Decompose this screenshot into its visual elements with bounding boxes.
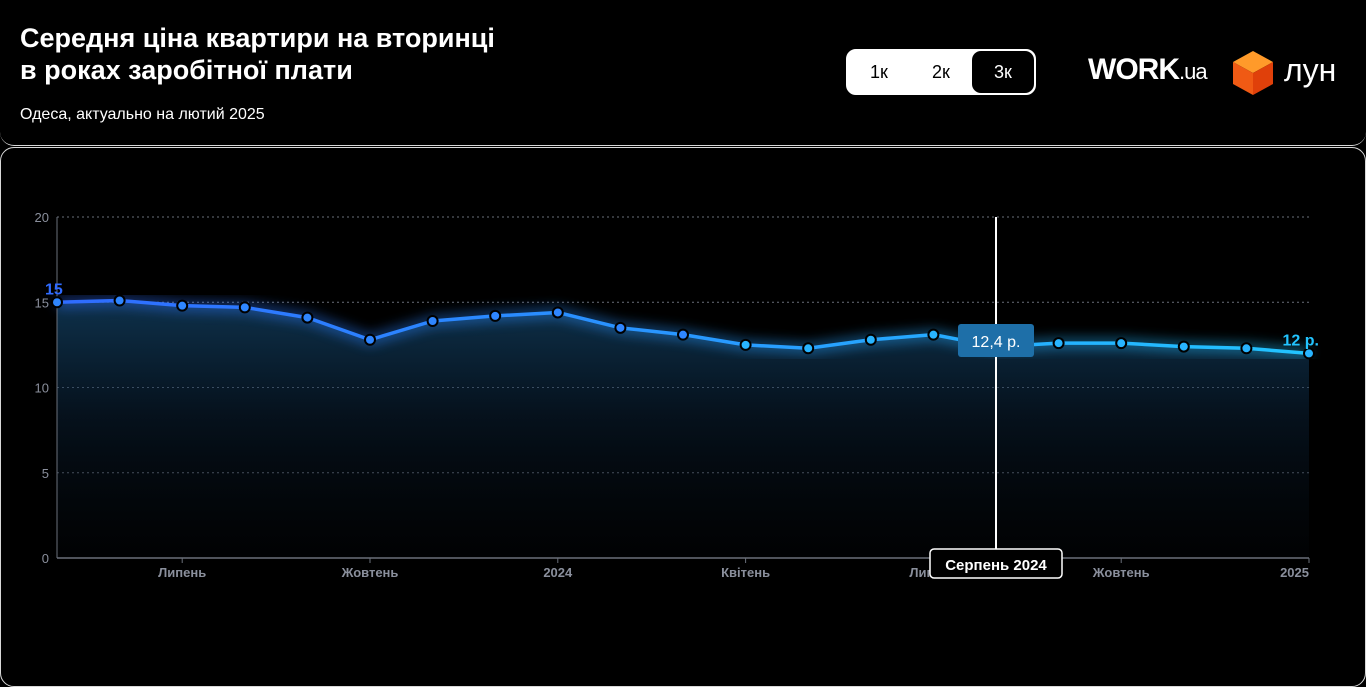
y-tick-label: 15 — [35, 295, 49, 310]
data-point — [614, 321, 627, 334]
tooltip-date: Серпень 2024 — [945, 557, 1047, 574]
header: Середня ціна квартири на вторинці в роках… — [0, 0, 1366, 146]
title-line-2: в роках заробітної плати — [20, 55, 353, 85]
work-ua-logo[interactable]: WORK.ua — [1088, 53, 1208, 87]
data-point — [1177, 340, 1190, 353]
data-point — [1240, 342, 1253, 355]
data-point — [426, 315, 439, 328]
tooltip-date-box — [929, 548, 1063, 579]
toggle-1k[interactable]: 1к — [870, 61, 888, 82]
x-tick-label: 2024 — [543, 565, 573, 580]
data-point — [1303, 347, 1315, 360]
title-line-1: Середня ціна квартири на вторинці — [20, 23, 495, 53]
work-logo-suffix: .ua — [1178, 59, 1208, 84]
data-point — [51, 296, 63, 309]
tooltip-value: 12,4 р. — [972, 334, 1021, 351]
x-tick-label: 2025 — [1280, 565, 1309, 580]
data-point — [1052, 337, 1065, 350]
x-tick-label: Жовтень — [1092, 565, 1150, 580]
lun-logo[interactable]: ЛУН — [1284, 52, 1337, 88]
x-tick-label: Жовтень — [341, 565, 399, 580]
page-title: Середня ціна квартири на вторинці в роках… — [20, 22, 495, 86]
data-point — [677, 328, 689, 341]
y-tick-label: 5 — [42, 466, 49, 481]
data-point — [364, 333, 376, 346]
data-point — [551, 306, 564, 319]
toggle-2k[interactable]: 2к — [932, 61, 950, 82]
data-point — [864, 333, 877, 346]
subtitle: Одеса, актуально на лютий 2025 — [20, 106, 265, 123]
y-tick-label: 20 — [35, 210, 49, 225]
data-point — [739, 338, 752, 351]
y-tick-label: 0 — [42, 551, 49, 566]
toggle-3k[interactable]: 3к — [972, 51, 1034, 93]
tooltip-box — [958, 324, 1034, 357]
data-point — [927, 328, 940, 341]
data-point — [176, 299, 189, 312]
lun-cube-icon — [1233, 51, 1273, 95]
data-point — [301, 311, 314, 324]
start-value-label: 15 — [45, 281, 63, 298]
data-point — [1115, 337, 1128, 350]
work-logo-text: WORK — [1088, 53, 1180, 86]
room-count-toggle[interactable]: 1к 2к 3к — [846, 49, 1036, 95]
y-tick-label: 10 — [35, 381, 49, 396]
x-tick-label: Липень — [158, 565, 206, 580]
data-point — [489, 309, 502, 322]
x-tick-label: Квітень — [721, 565, 770, 580]
data-point — [113, 294, 126, 307]
end-value-label: 12 р. — [1283, 332, 1319, 349]
data-point — [802, 342, 815, 355]
data-point — [238, 301, 251, 314]
